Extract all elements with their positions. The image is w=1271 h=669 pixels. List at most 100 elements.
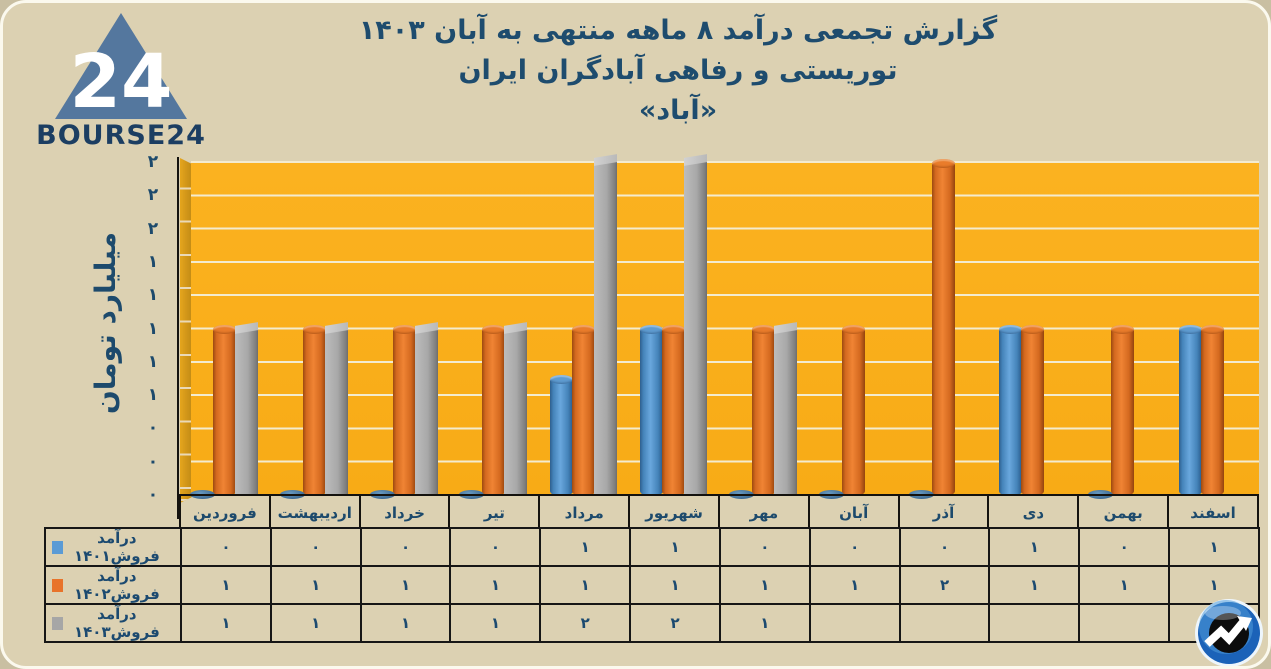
bar-s2-m8: [841, 325, 865, 496]
y-tick-label: ۰: [147, 451, 159, 472]
table-row-1: درآمد فروش۱۴۰۱ ۰ ۰ ۰ ۰ ۱ ۱ ۰ ۰ ۰ ۱ ۰ ۱: [44, 527, 1260, 567]
table-value-s1-m1: ۰: [180, 527, 272, 567]
month-label-9: آذر: [932, 504, 955, 522]
bar-s1-m12: [1179, 325, 1203, 496]
legend-row-wrap: درآمد فروش۱۴۰۳: [46, 605, 180, 641]
y-tick-label: ۱: [147, 318, 159, 339]
bar-s2-m6: [662, 325, 686, 496]
chart-title: گزارش تجمعی درآمد ۸ ماهه منتهی به آبان ۱…: [103, 11, 1253, 131]
y-tick-label: ۱: [147, 385, 159, 406]
bar-s2-m5: [572, 325, 596, 496]
legend-swatch-1: [52, 540, 63, 554]
table-value-s1-m2: ۰: [269, 527, 362, 567]
logo-wordmark: BOURSE24: [36, 120, 204, 150]
table-value-s1-m7: ۰: [718, 527, 811, 567]
bar-s3-m6: [684, 161, 708, 496]
plot-area: [191, 161, 1259, 496]
bar-s3-m2: [324, 329, 348, 496]
table-value-s3-m7: ۱: [718, 603, 811, 643]
bar-s1-m5: [550, 375, 574, 496]
table-value-s3-m9: [898, 603, 991, 643]
month-label-7: مهر: [749, 504, 779, 522]
table-value-s2-m1: ۱: [180, 565, 272, 605]
bar-s3-m4: [504, 329, 528, 496]
table-value-s1-m10: ۱: [988, 527, 1081, 567]
table-value-s2-m2: ۱: [269, 565, 362, 605]
month-label-8: آبان: [839, 504, 869, 522]
table-value-s1-m6: ۱: [629, 527, 721, 567]
legend-row-wrap: درآمد فروش۱۴۰۱: [46, 529, 180, 565]
bar-s2-m4: [482, 325, 506, 496]
bar-s3-m7: [773, 329, 797, 496]
data-table: درآمد فروش۱۴۰۱ ۰ ۰ ۰ ۰ ۱ ۱ ۰ ۰ ۰ ۱ ۰ ۱ درآمد فروش۱۴۰۲…: [44, 527, 1260, 643]
bar-s1-m10: [999, 325, 1023, 496]
table-value-s1-m12: ۱: [1168, 527, 1260, 567]
table-row-3: درآمد فروش۱۴۰۳ ۱ ۱ ۱ ۱ ۲ ۲ ۱: [44, 603, 1260, 643]
table-value-s2-m4: ۱: [449, 565, 542, 605]
table-value-s3-m6: ۲: [629, 603, 721, 643]
month-divider-tick: [897, 495, 900, 527]
y-tick-label: ۰: [147, 418, 159, 439]
month-label-6: شهریور: [645, 504, 703, 522]
month-label-4: تیر: [483, 504, 505, 522]
bar-s1-m6: [640, 325, 664, 496]
y-tick-label: ۲: [147, 185, 159, 206]
table-value-s2-m3: ۱: [359, 565, 452, 605]
month-divider-tick: [358, 495, 361, 527]
month-label-10: دی: [1022, 504, 1045, 522]
y-tick-label: ۱: [147, 251, 159, 272]
legend-row-label-2: درآمد فروش۱۴۰۲: [44, 565, 182, 605]
title-line-2: توریستی و رفاهی آبادگران ایران: [458, 55, 898, 86]
y-axis-line: [177, 157, 179, 519]
table-value-s3-m3: ۱: [359, 603, 452, 643]
bar-s3-m5: [594, 161, 618, 496]
table-value-s2-m5: ۱: [539, 565, 632, 605]
table-value-s3-m8: [808, 603, 901, 643]
legend-label-text: درآمد فروش۱۴۰۱: [73, 529, 160, 565]
legend-row-label-3: درآمد فروش۱۴۰۳: [44, 603, 182, 643]
table-value-s3-m10: [988, 603, 1081, 643]
legend-swatch-2: [52, 578, 63, 592]
month-label-5: مرداد: [564, 504, 604, 522]
chart-3d-wall: [180, 158, 192, 503]
bar-s2-m1: [213, 325, 236, 496]
bar-s2-m11: [1111, 325, 1135, 496]
month-label-1: فروردین: [192, 504, 257, 522]
y-tick-label: ۲: [147, 152, 159, 172]
month-divider-tick: [717, 495, 720, 527]
bar-s3-m3: [414, 329, 438, 496]
title-line-1: گزارش تجمعی درآمد ۸ ماهه منتهی به آبان ۱…: [358, 15, 998, 46]
month-divider-tick: [448, 495, 451, 527]
y-tick-label: ۲: [147, 218, 159, 239]
bar-s2-m10: [1021, 325, 1045, 496]
month-label-3: خرداد: [384, 504, 425, 522]
month-divider-tick: [987, 495, 990, 527]
bar-s2-m9: [931, 159, 955, 496]
month-divider-tick: [807, 495, 810, 527]
table-value-s2-m6: ۱: [629, 565, 721, 605]
table-value-s1-m11: ۰: [1078, 527, 1171, 567]
month-divider-tick: [1256, 495, 1259, 527]
table-value-s1-m4: ۰: [449, 527, 542, 567]
y-tick-label: ۰: [147, 485, 159, 505]
month-divider-tick: [1077, 495, 1080, 527]
bar-s2-m12: [1201, 325, 1225, 496]
table-value-s2-m7: ۱: [718, 565, 811, 605]
month-label-2: اردیبهشت: [277, 504, 352, 522]
month-label-12: اسفند: [1190, 504, 1236, 522]
legend-row-label-1: درآمد فروش۱۴۰۱: [44, 527, 182, 567]
table-value-s2-m10: ۱: [988, 565, 1081, 605]
title-line-3: «آباد»: [638, 95, 718, 126]
legend-label-text: درآمد فروش۱۴۰۳: [73, 605, 160, 641]
y-axis-title: میلیارد تومان: [89, 231, 122, 415]
month-divider-tick: [268, 495, 271, 527]
logo-triangle: [55, 13, 187, 119]
y-tick-label: ۱: [147, 351, 159, 372]
month-divider-tick: [179, 495, 181, 527]
month-divider-tick: [538, 495, 541, 527]
legend-row-wrap: درآمد فروش۱۴۰۲: [46, 567, 180, 603]
table-value-s3-m4: ۱: [449, 603, 542, 643]
table-value-s2-m11: ۱: [1078, 565, 1171, 605]
legend-swatch-3: [52, 616, 63, 630]
